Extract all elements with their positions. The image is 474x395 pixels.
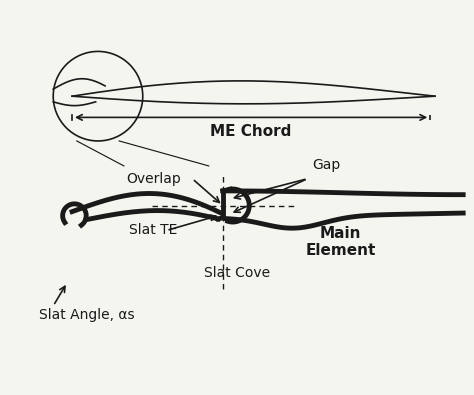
- Text: Main
Element: Main Element: [305, 226, 376, 258]
- Text: Slat Cove: Slat Cove: [204, 266, 270, 280]
- Text: Slat TE: Slat TE: [128, 224, 177, 237]
- Text: Slat Angle, αs: Slat Angle, αs: [39, 308, 135, 322]
- Text: Overlap: Overlap: [126, 172, 181, 186]
- Text: ME Chord: ME Chord: [210, 124, 292, 139]
- Text: Gap: Gap: [312, 158, 341, 171]
